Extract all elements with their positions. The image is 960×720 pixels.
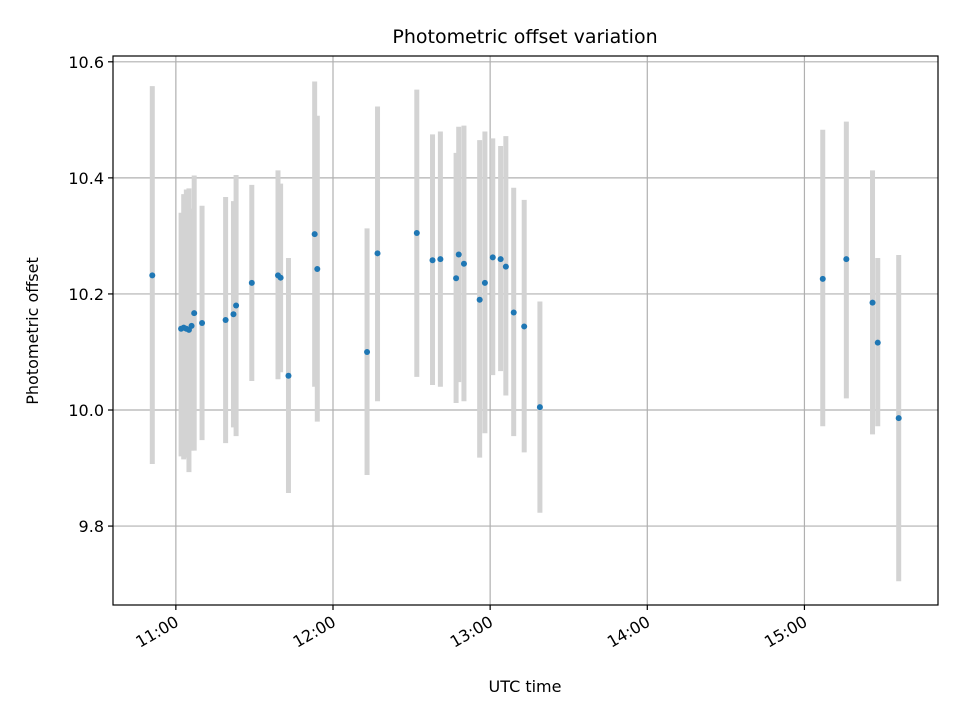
data-point	[489, 254, 496, 261]
data-point	[455, 251, 462, 258]
y-tick-label: 10.0	[68, 401, 104, 420]
plot-frame	[112, 55, 939, 606]
data-point	[869, 299, 876, 306]
y-tick-label: 10.4	[68, 169, 104, 188]
data-point	[285, 372, 292, 379]
data-point	[149, 272, 156, 279]
data-point	[429, 257, 436, 264]
data-point	[521, 323, 528, 330]
y-tick-label: 10.6	[68, 53, 104, 72]
data-point	[413, 230, 420, 237]
y-axis-ticks: 9.8 10.0 10.2 10.4 10.6	[68, 53, 113, 536]
data-point	[481, 279, 488, 286]
data-point	[843, 256, 850, 263]
x-axis-label: UTC time	[489, 677, 562, 696]
data-point	[248, 279, 255, 286]
data-point	[510, 309, 517, 316]
data-point	[497, 256, 504, 263]
y-axis-label: Photometric offset	[23, 257, 42, 405]
data-points	[149, 230, 902, 422]
data-point	[502, 263, 509, 270]
y-tick-label: 9.8	[79, 517, 104, 536]
data-point	[437, 256, 444, 263]
data-point	[453, 275, 460, 282]
data-point	[191, 310, 198, 317]
chart-title: Photometric offset variation	[392, 26, 657, 48]
data-point	[188, 322, 195, 329]
data-point	[895, 415, 902, 422]
data-point	[476, 296, 483, 303]
y-tick-label: 10.2	[68, 285, 104, 304]
data-point	[314, 265, 321, 272]
data-point	[364, 348, 371, 355]
data-point	[230, 311, 237, 318]
data-point	[233, 302, 240, 309]
data-point	[199, 319, 206, 326]
data-point	[536, 404, 543, 411]
data-point	[222, 317, 229, 324]
data-point	[277, 274, 284, 281]
data-point	[460, 260, 467, 267]
data-point	[874, 339, 881, 346]
data-point	[311, 231, 318, 238]
data-point	[819, 275, 826, 282]
data-point	[374, 250, 381, 257]
